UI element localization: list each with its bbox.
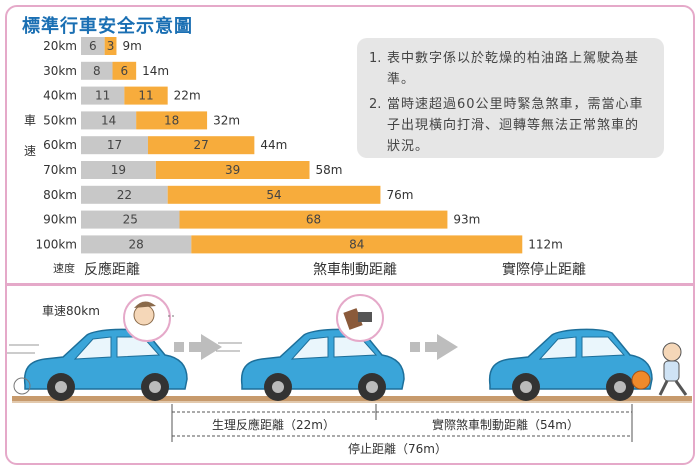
data-label-total: 32m	[213, 113, 240, 127]
stopping-distance-dimension	[171, 420, 632, 442]
legend-total: 實際停止距離	[502, 261, 586, 278]
data-label-reaction: 17	[107, 138, 122, 152]
bar-reaction	[81, 161, 156, 179]
arrow-right-icon	[410, 334, 458, 360]
data-label-braking: 84	[349, 237, 364, 251]
child-with-ball-icon	[631, 342, 688, 396]
data-label-total: 93m	[453, 213, 480, 227]
bar-braking	[112, 61, 137, 80]
note-text: 當時速超過60公里時緊急煞車，需當心車子出現橫向打滑、迴轉等無法正常煞車的狀況。	[387, 97, 644, 154]
braking-distance-dimension	[376, 404, 633, 442]
note-item-1: 1. 表中數字係以於乾燥的柏油路上駕駛為基準。	[369, 48, 652, 90]
road-edge	[12, 401, 692, 403]
data-label-braking: 6	[121, 64, 129, 78]
note-text: 表中數字係以於乾燥的柏油路上駕駛為基準。	[387, 51, 640, 87]
bar-braking	[179, 210, 448, 229]
arrow-right-icon	[174, 334, 222, 360]
y-axis-label: 車	[24, 113, 36, 127]
data-label-reaction: 28	[129, 237, 144, 251]
bar-reaction	[81, 37, 105, 55]
data-label-braking: 68	[306, 213, 321, 227]
y-tick-label: 40km	[43, 89, 77, 103]
bar-reaction	[81, 86, 125, 105]
stopping-distance-chart: 20km 6 3 9m 30km 8 6 14m 40km 11 11 22m 50km 14 18 32m 6…	[24, 37, 586, 278]
data-label-braking: 27	[194, 138, 209, 152]
car-reacting	[7, 328, 188, 401]
legend-braking: 煞車制動距離	[313, 261, 397, 278]
bar-braking	[136, 111, 208, 130]
legend-reaction: 反應距離	[84, 261, 140, 278]
reaction-distance-label: 生理反應距離（22m）	[212, 418, 335, 432]
section-divider	[7, 283, 693, 286]
bar-braking	[104, 37, 117, 55]
data-label-braking: 39	[225, 163, 240, 177]
data-label-reaction: 11	[95, 89, 110, 103]
bar-reaction	[81, 61, 113, 80]
data-label-braking: 11	[138, 89, 153, 103]
data-label-braking: 18	[164, 113, 179, 127]
note-item-2: 2. 當時速超過60公里時緊急煞車，需當心車子出現橫向打滑、迴轉等無法正常煞車的…	[369, 94, 652, 157]
bar-braking	[155, 161, 310, 179]
data-label-total: 76m	[386, 188, 413, 202]
driver-reaction-bubble	[123, 294, 176, 342]
y-tick-label: 80km	[43, 188, 77, 202]
y-tick-label: 30km	[43, 64, 77, 78]
exhaust-puff	[13, 377, 31, 395]
speed-label: 車速80km	[42, 304, 100, 318]
data-label-reaction: 25	[123, 213, 138, 227]
bar-reaction	[81, 111, 137, 130]
y-axis-unit-label: 速度	[53, 261, 75, 275]
y-tick-label: 100km	[35, 237, 77, 251]
notes-box: 1. 表中數字係以於乾燥的柏油路上駕駛為基準。 2. 當時速超過60公里時緊急煞…	[357, 38, 664, 158]
bar-reaction	[81, 185, 168, 204]
brake-pedal-bubble	[336, 294, 384, 342]
bar-reaction	[81, 136, 148, 155]
y-tick-label: 20km	[43, 39, 77, 53]
data-label-total: 58m	[316, 163, 343, 177]
data-label-reaction: 14	[101, 113, 116, 127]
bar-braking	[191, 235, 523, 254]
y-tick-label: 50km	[43, 113, 77, 127]
stopping-distance-label: 停止距離（76m）	[348, 442, 447, 456]
page-title: 標準行車安全示意圖	[22, 16, 193, 37]
data-label-reaction: 6	[89, 39, 97, 53]
bar-reaction	[81, 210, 180, 229]
y-tick-label: 70km	[43, 163, 77, 177]
data-label-total: 44m	[260, 138, 287, 152]
data-label-reaction: 8	[93, 64, 101, 78]
data-label-total: 22m	[174, 89, 201, 103]
data-label-reaction: 22	[117, 188, 132, 202]
data-label-total: 14m	[142, 64, 169, 78]
bar-reaction	[81, 235, 192, 254]
bar-braking	[147, 136, 255, 155]
car-braking	[216, 328, 405, 401]
y-axis-label: 速	[24, 144, 36, 158]
braking-distance-label: 實際煞車制動距離（54m）	[432, 418, 579, 432]
y-tick-label: 90km	[43, 213, 77, 227]
bar-braking	[167, 185, 381, 204]
note-number: 2.	[369, 97, 382, 112]
note-number: 1.	[369, 51, 382, 66]
data-label-braking: 54	[266, 188, 281, 202]
car-stopped	[488, 328, 653, 401]
y-tick-label: 60km	[43, 138, 77, 152]
data-label-total: 9m	[122, 39, 141, 53]
road-surface	[12, 396, 692, 401]
bar-braking	[124, 86, 168, 105]
data-label-total: 112m	[528, 237, 563, 251]
data-label-reaction: 19	[111, 163, 126, 177]
data-label-braking: 3	[107, 39, 115, 53]
